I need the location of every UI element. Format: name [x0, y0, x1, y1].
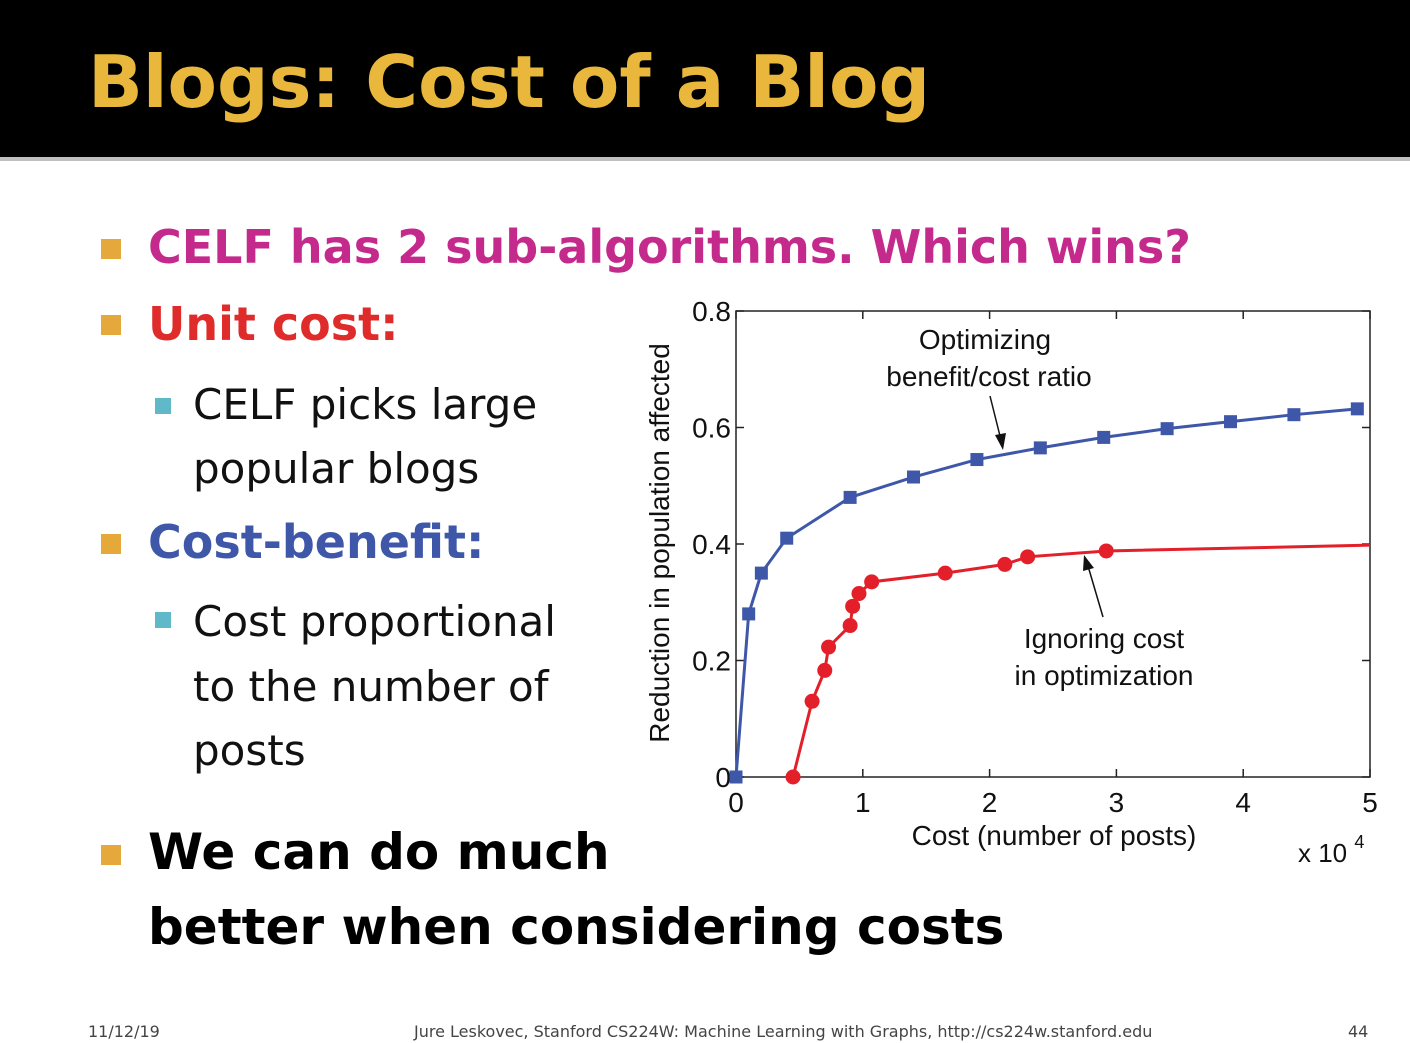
series-point-0	[1224, 415, 1238, 429]
bullet-unit-cost: Unit cost:	[148, 297, 399, 351]
annotation-ignoring-line2: in optimization	[1015, 660, 1194, 691]
series-point-1	[1020, 549, 1036, 565]
title-bar: Blogs: Cost of a Blog	[0, 0, 1410, 161]
annotation-arrow-ignoring	[1087, 565, 1104, 618]
y-axis-label: Reduction in population affected	[644, 343, 675, 743]
slide-title: Blogs: Cost of a Blog	[88, 40, 930, 124]
chart-series	[729, 402, 1371, 785]
series-line-0	[734, 407, 1358, 778]
annotation-arrow-benefit	[989, 395, 1002, 441]
arrowhead-icon	[995, 433, 1006, 450]
footer-credit: Jure Leskovec, Stanford CS224W: Machine …	[414, 1022, 1153, 1041]
series-point-0	[843, 490, 857, 504]
title-divider	[0, 157, 1410, 161]
series-point-1	[1098, 543, 1114, 559]
y-tick-label: 0.4	[692, 529, 731, 560]
series-point-0	[754, 566, 768, 580]
series-point-1	[817, 662, 833, 678]
sub-bullet-line: Cost proportional	[193, 597, 556, 646]
sub-bullet-square-icon	[155, 398, 171, 414]
annotation-benefit-line1: Optimizing	[919, 324, 1051, 355]
series-point-0	[1287, 408, 1301, 422]
x-tick-label: 5	[1362, 787, 1378, 818]
series-point-0	[780, 531, 794, 545]
bullet-square-icon	[101, 239, 121, 259]
bullet-square-icon	[101, 534, 121, 554]
footer-date: 11/12/19	[88, 1022, 160, 1041]
sub-bullet-line: popular blogs	[193, 444, 480, 493]
bullet-celf-question: CELF has 2 sub-algorithms. Which wins?	[148, 220, 1191, 274]
sub-bullet-line: to the number of	[193, 662, 549, 711]
series-point-0	[729, 770, 743, 784]
sub-bullet-line: posts	[193, 726, 306, 775]
series-point-1	[937, 565, 953, 581]
series-point-1	[842, 618, 858, 634]
bullet-conclusion-line: We can do much	[148, 823, 610, 881]
footer-page-number: 44	[1348, 1022, 1369, 1041]
series-point-0	[742, 607, 756, 621]
series-point-1	[851, 586, 867, 602]
x-tick-label: 0	[728, 787, 744, 818]
series-point-0	[1033, 441, 1047, 455]
x-multiplier-base: x 10	[1298, 838, 1347, 868]
x-tick-label: 3	[1109, 787, 1125, 818]
bullet-cost-benefit: Cost-benefit:	[148, 515, 485, 569]
annotation-benefit-line2: benefit/cost ratio	[886, 361, 1091, 392]
annotation-ignoring-line1: Ignoring cost	[1024, 623, 1185, 654]
series-point-0	[907, 470, 921, 484]
x-tick-label: 2	[982, 787, 998, 818]
x-multiplier-label: x 10 4	[1298, 832, 1364, 868]
x-tick-label: 4	[1235, 787, 1251, 818]
x-multiplier-exponent: 4	[1354, 832, 1364, 852]
y-tick-label: 0.2	[692, 646, 731, 677]
x-tick-label: 1	[855, 787, 871, 818]
series-point-0	[1097, 430, 1111, 444]
chart-annotations: Optimizing benefit/cost ratio Ignoring c…	[886, 324, 1193, 691]
series-point-1	[821, 639, 837, 655]
series-point-1	[785, 769, 801, 785]
bullet-square-icon	[101, 315, 121, 335]
bullet-square-icon	[101, 845, 121, 865]
series-point-1	[997, 556, 1013, 572]
y-tick-label: 0.6	[692, 413, 731, 444]
y-tick-label: 0	[715, 762, 731, 793]
y-tick-label: 0.8	[692, 296, 731, 327]
series-point-1	[804, 693, 820, 709]
bullet-conclusion-line: better when considering costs	[148, 898, 1005, 956]
series-point-0	[1350, 402, 1364, 416]
sub-bullet-square-icon	[155, 612, 171, 628]
x-axis-label: Cost (number of posts)	[912, 820, 1197, 851]
sub-bullet-line: CELF picks large	[193, 380, 538, 429]
series-point-1	[845, 598, 861, 614]
chart-axes: 0 1 2 3 4 5 0 0.2 0.4 0.6 0.8	[692, 296, 1378, 818]
series-point-0	[970, 453, 984, 467]
series-point-1	[864, 574, 880, 590]
series-point-0	[1160, 422, 1174, 436]
arrowhead-icon	[1083, 555, 1094, 571]
